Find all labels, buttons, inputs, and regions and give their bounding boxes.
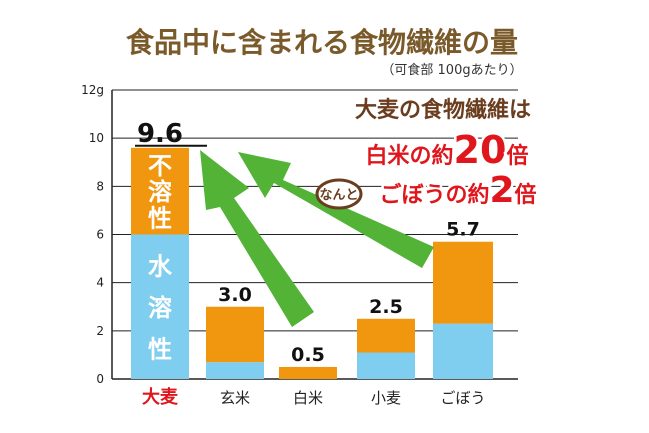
y-tick-label: 0 [96,372,104,386]
annotation-line2: 白米の約20倍 [366,128,529,172]
y-tick-label: 8 [96,179,104,193]
x-tick-label: 玄米 [220,389,250,407]
x-tick-label: ごぼう [440,389,485,407]
bar-insoluble [279,366,337,379]
bar-text-insoluble-char: 溶 [148,178,172,206]
bar-insoluble [433,241,493,324]
bar-soluble [433,323,493,379]
total-label: 5.7 [446,219,480,241]
annotation-line3-post: 倍 [515,182,537,208]
badge-text: なんと [319,188,358,203]
arrow-from-burdock [238,152,434,268]
annotation-line3-num: 2 [489,170,514,211]
annotation-line2-post: 倍 [506,143,528,169]
total-label: 9.6 [137,119,183,149]
total-label: 3.0 [218,284,252,306]
x-axis: 大麦 玄米 白米 小麦 ごぼう [142,386,486,408]
arrows [200,150,434,327]
y-tick-label: 10 [89,131,104,145]
annotation-line3: ごぼうの約2倍 [379,170,536,211]
bar-text-soluble-char: 性 [148,335,172,363]
annotation: 大麦の食物繊維は 白米の約20倍 なんと ごぼうの約2倍 [315,95,539,214]
annotation-line2-num: 20 [454,128,507,172]
total-label: 0.5 [291,344,325,366]
bar-insoluble [357,318,415,353]
bar-text-soluble-char: 水 [148,252,173,280]
annotation-line2-pre: 白米の約 [366,143,454,169]
bar-text-soluble-char: 溶 [148,294,172,322]
bar-text-insoluble-char: 性 [148,204,172,232]
bar-soluble [131,234,189,379]
annotation-line1: 大麦の食物繊維は [355,97,531,123]
y-tick-label: 12g [81,83,104,97]
bar-insoluble [206,306,264,363]
x-tick-label: 大麦 [142,386,179,408]
bar-soluble [357,352,415,379]
annotation-line3-pre: ごぼうの約 [379,182,489,208]
y-tick-label: 2 [96,324,104,338]
bar-soluble [206,362,264,379]
bar-insoluble [131,147,189,235]
x-tick-label: 白米 [293,389,323,407]
y-tick-label: 6 [96,228,104,242]
y-tick-label: 4 [96,276,104,290]
bar-text-insoluble: 不溶性 [148,152,172,232]
chart-subtitle: （可食部 100gあたり） [381,62,522,78]
chart-title: 食品中に含まれる食物繊維の量 [126,26,518,59]
badge-nanto: なんと [315,178,363,210]
total-label: 2.5 [369,296,403,318]
bar-text-soluble: 水溶性 [148,252,173,363]
x-tick-label: 小麦 [371,389,401,407]
arrow-from-white-rice [200,150,314,327]
bar-text-insoluble-char: 不 [148,152,172,180]
